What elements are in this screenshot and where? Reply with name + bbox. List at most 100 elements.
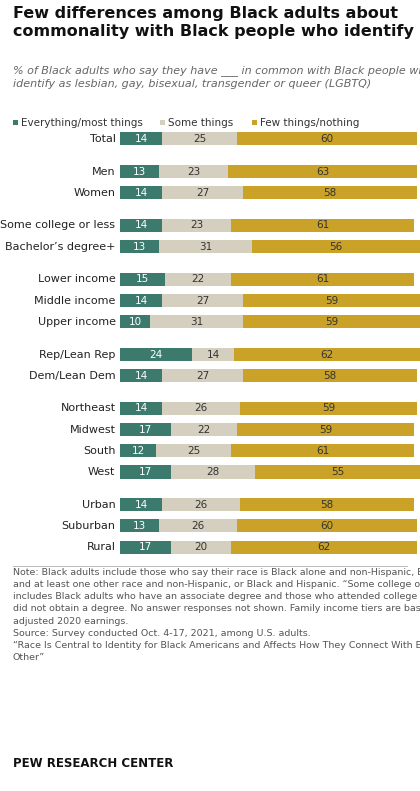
- Text: Rep/Lean Rep: Rep/Lean Rep: [39, 350, 116, 360]
- Text: 59: 59: [322, 403, 335, 414]
- Bar: [120, 165, 159, 178]
- Bar: [120, 348, 192, 361]
- Text: 27: 27: [196, 371, 209, 380]
- Text: 13: 13: [133, 241, 146, 252]
- Text: 62: 62: [318, 542, 331, 552]
- Text: 14: 14: [134, 403, 147, 414]
- Bar: [237, 423, 414, 436]
- Text: 26: 26: [194, 500, 207, 509]
- Text: 23: 23: [187, 167, 200, 176]
- Text: Men: Men: [92, 167, 116, 176]
- Text: 14: 14: [134, 296, 147, 305]
- Bar: [120, 273, 165, 286]
- Bar: [120, 520, 159, 532]
- Bar: [240, 498, 414, 511]
- Bar: [237, 132, 417, 146]
- Text: Everything/most things: Everything/most things: [21, 118, 143, 127]
- Text: 61: 61: [316, 274, 329, 285]
- Text: South: South: [83, 446, 116, 456]
- Text: Few things/nothing: Few things/nothing: [260, 118, 360, 127]
- Text: 14: 14: [134, 221, 147, 230]
- Bar: [162, 132, 237, 146]
- Text: 23: 23: [190, 221, 203, 230]
- Text: 28: 28: [206, 467, 220, 477]
- Bar: [162, 294, 243, 307]
- Text: 22: 22: [197, 425, 210, 434]
- Text: Upper income: Upper income: [37, 316, 116, 327]
- Text: 25: 25: [193, 134, 206, 144]
- Bar: [240, 402, 417, 415]
- Text: 12: 12: [131, 446, 144, 456]
- Bar: [120, 540, 171, 554]
- Text: 55: 55: [331, 467, 344, 477]
- Text: 14: 14: [134, 371, 147, 380]
- Text: 58: 58: [320, 500, 333, 509]
- Text: 31: 31: [190, 316, 203, 327]
- Bar: [231, 219, 414, 232]
- Text: 61: 61: [316, 221, 329, 230]
- Bar: [234, 348, 420, 361]
- Bar: [120, 315, 150, 328]
- Bar: [231, 445, 414, 457]
- Bar: [228, 165, 417, 178]
- Text: Rural: Rural: [87, 542, 116, 552]
- Bar: [156, 445, 231, 457]
- Text: Middle income: Middle income: [34, 296, 116, 305]
- Text: 26: 26: [194, 403, 207, 414]
- Text: Midwest: Midwest: [69, 425, 116, 434]
- Text: 27: 27: [196, 296, 209, 305]
- Text: 10: 10: [129, 316, 142, 327]
- Bar: [120, 132, 162, 146]
- Text: 60: 60: [320, 134, 333, 144]
- Text: 26: 26: [192, 521, 205, 531]
- Text: 59: 59: [325, 296, 338, 305]
- Text: 59: 59: [325, 316, 338, 327]
- Text: 58: 58: [323, 187, 336, 198]
- Bar: [120, 369, 162, 382]
- Text: 14: 14: [134, 187, 147, 198]
- Bar: [120, 219, 162, 232]
- Text: 22: 22: [192, 274, 205, 285]
- Bar: [120, 423, 171, 436]
- Text: 31: 31: [199, 241, 212, 252]
- Text: West: West: [88, 467, 116, 477]
- Text: 20: 20: [194, 542, 207, 552]
- Bar: [162, 402, 240, 415]
- Text: 14: 14: [134, 134, 147, 144]
- Text: 17: 17: [139, 425, 152, 434]
- Text: Note: Black adults include those who say their race is Black alone and non-Hispa: Note: Black adults include those who say…: [13, 568, 420, 662]
- Bar: [243, 315, 420, 328]
- Text: 56: 56: [329, 241, 343, 252]
- Bar: [243, 294, 420, 307]
- Text: Suburban: Suburban: [61, 521, 116, 531]
- Text: Some things: Some things: [168, 118, 233, 127]
- Text: 14: 14: [134, 500, 147, 509]
- Text: 14: 14: [206, 350, 220, 360]
- Text: 60: 60: [320, 521, 333, 531]
- Bar: [159, 165, 228, 178]
- Bar: [243, 369, 417, 382]
- Bar: [171, 540, 231, 554]
- Bar: [165, 273, 231, 286]
- Bar: [120, 498, 162, 511]
- Text: Dem/Lean Dem: Dem/Lean Dem: [29, 371, 116, 380]
- Bar: [231, 273, 414, 286]
- Text: 63: 63: [316, 167, 329, 176]
- Text: Women: Women: [74, 187, 116, 198]
- Bar: [159, 520, 237, 532]
- Bar: [243, 186, 417, 199]
- Text: Few differences among Black adults about
commonality with Black people who ident: Few differences among Black adults about…: [13, 6, 420, 39]
- Text: % of Black adults who say they have ___ in common with Black people who
identify: % of Black adults who say they have ___ …: [13, 65, 420, 89]
- Text: 17: 17: [139, 467, 152, 477]
- Bar: [162, 219, 231, 232]
- Bar: [171, 423, 237, 436]
- Bar: [231, 540, 417, 554]
- Bar: [162, 186, 243, 199]
- Text: Total: Total: [89, 134, 116, 144]
- Bar: [120, 445, 156, 457]
- Text: 62: 62: [320, 350, 333, 360]
- Bar: [162, 498, 240, 511]
- Text: 61: 61: [316, 446, 329, 456]
- Bar: [120, 186, 162, 199]
- Text: 17: 17: [139, 542, 152, 552]
